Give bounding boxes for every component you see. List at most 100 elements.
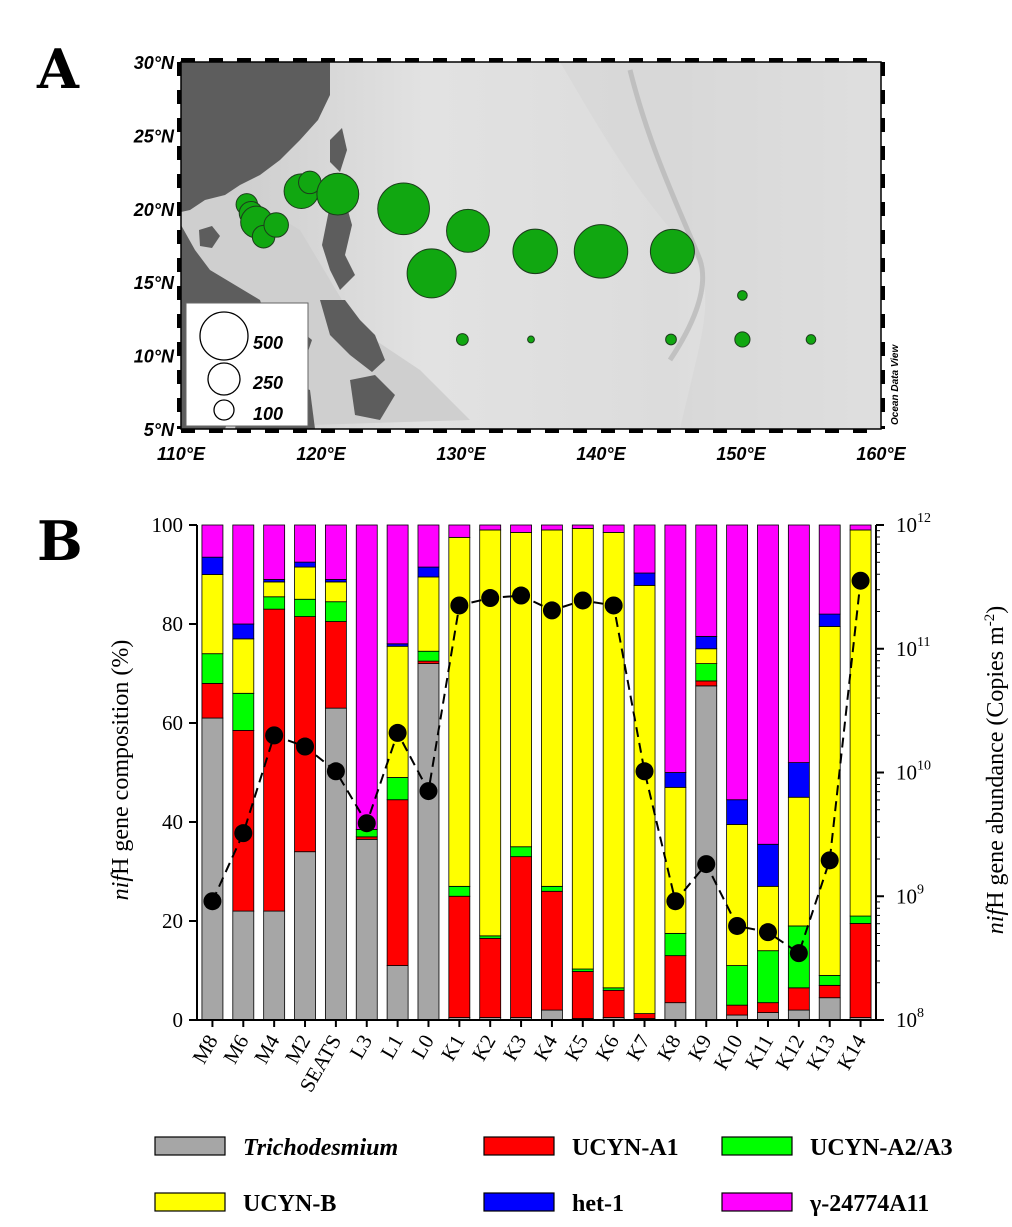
map-land-taiwan xyxy=(330,128,347,172)
legend-label-ucyn-b: UCYN-B xyxy=(243,1191,336,1217)
y-axis-title: nifH gene composition (%) xyxy=(108,640,134,901)
abundance-point-k2 xyxy=(481,589,500,608)
legend-label-24774a11: γ-24774A11 xyxy=(809,1191,929,1217)
bar-m8-ucyn-a2-a3 xyxy=(201,653,224,684)
y2-tick-label-12: 1012 xyxy=(896,511,931,537)
bar-k6-ucyn-a1 xyxy=(602,989,625,1018)
bar-l1-ucyn-a2-a3 xyxy=(386,777,409,801)
abundance-point-k10 xyxy=(728,916,747,935)
abundance-point-k9 xyxy=(697,855,716,874)
y2-axis-title-sup: -2 xyxy=(982,614,998,627)
bar-k12-het-1 xyxy=(787,762,810,798)
map-lon-label-130-e: 130°E xyxy=(436,444,486,464)
bar-stack-k12 xyxy=(787,524,810,1021)
bar-stack-l3 xyxy=(355,524,378,1021)
bar-stack-m2 xyxy=(294,524,316,1021)
abundance-point-seats xyxy=(326,762,345,781)
bar-k2-ucyn-a1 xyxy=(479,937,502,1018)
bar-k14-ucyn-a2-a3 xyxy=(849,915,872,924)
y2-axis-title-mid: H gene abundance (Copies m xyxy=(983,626,1009,909)
bar-k10-ucyn-a1 xyxy=(726,1004,749,1016)
bar-stack-k8 xyxy=(664,524,687,1021)
bar-k3-ucyn-a1 xyxy=(510,856,532,1018)
abundance-point-m8 xyxy=(203,892,222,911)
bar-l1-ucyn-a1 xyxy=(386,799,409,966)
bar-k7-ucyn-a1 xyxy=(633,1013,656,1019)
x-tick-label-m6: M6 xyxy=(218,1031,253,1068)
map-lat-label-25-n: 25°N xyxy=(133,126,175,146)
bar-k10-24774a11 xyxy=(726,524,749,801)
abundance-point-l3 xyxy=(357,814,376,833)
bar-k9-trichodesmium xyxy=(695,685,718,1021)
y-tick-label-80: 80 xyxy=(162,612,183,636)
abundance-point-k5 xyxy=(573,591,592,610)
legend-swatch-ucyn-a2-a3 xyxy=(721,1136,793,1156)
bar-seats-ucyn-a1 xyxy=(324,621,347,709)
bar-stack-k7 xyxy=(633,524,656,1021)
bar-k12-ucyn-a1 xyxy=(787,987,810,1011)
station-bubble-8 xyxy=(316,172,360,216)
bar-k5-ucyn-a1 xyxy=(571,971,594,1019)
bar-k12-ucyn-b xyxy=(787,796,810,927)
bar-m2-24774a11 xyxy=(294,524,316,563)
legend-swatch-24774a11 xyxy=(721,1192,793,1212)
y2-tick-label-11: 1011 xyxy=(896,635,930,661)
bar-l1-trichodesmium xyxy=(386,965,409,1021)
bar-m2-ucyn-a2-a3 xyxy=(294,598,316,617)
bar-stack-k10 xyxy=(726,524,749,1021)
x-tick-label-l1: L1 xyxy=(375,1031,407,1063)
map-lon-label-110-e: 110°E xyxy=(157,444,206,464)
map-basin xyxy=(560,62,881,429)
bar-l0-24774a11 xyxy=(417,524,440,568)
map-frame xyxy=(177,58,885,433)
station-bubble-9 xyxy=(377,182,430,236)
station-bubble-17 xyxy=(665,333,677,346)
bar-seats-24774a11 xyxy=(324,524,347,580)
bar-k4-ucyn-a1 xyxy=(541,890,563,1011)
bar-k13-het-1 xyxy=(818,613,841,627)
map-panel: 500 250 100 Ocean Data View 110°E 120°E 13… xyxy=(133,53,907,464)
bar-m2-het-1 xyxy=(294,561,316,568)
x-tick-label-k4: K4 xyxy=(529,1030,563,1065)
map-lon-label-150-e: 150°E xyxy=(716,444,766,464)
x-tick-label-m4: M4 xyxy=(249,1030,285,1068)
map-land-china xyxy=(181,62,330,212)
bar-seats-ucyn-b xyxy=(324,581,347,603)
bar-m6-trichodesmium xyxy=(232,910,255,1021)
bar-l0-trichodesmium xyxy=(417,663,440,1021)
legend-label-ucyn-a2-a3: UCYN-A2/A3 xyxy=(810,1135,953,1161)
bar-k13-ucyn-b xyxy=(818,626,841,976)
map-trench xyxy=(627,69,706,362)
y2-axis-title: nifH gene abundance (Copies m-2) xyxy=(982,606,1009,934)
station-bubble-11 xyxy=(446,208,490,253)
bar-k12-24774a11 xyxy=(787,524,810,764)
bar-stack-k5 xyxy=(571,524,594,1021)
bar-m4-24774a11 xyxy=(263,524,286,580)
bar-k6-24774a11 xyxy=(602,524,625,533)
bar-m8-24774a11 xyxy=(201,524,224,558)
abundance-point-k3 xyxy=(512,586,531,605)
bar-k3-ucyn-b xyxy=(510,532,532,848)
bar-k1-ucyn-b xyxy=(448,536,471,887)
abundance-point-k7 xyxy=(635,762,654,781)
bar-m6-het-1 xyxy=(232,623,255,640)
x-tick-label-k5: K5 xyxy=(560,1031,594,1065)
map-land-hainan xyxy=(199,226,220,248)
station-bubble-14 xyxy=(649,228,695,274)
map-axes: 110°E 120°E 130°E 140°E 150°E 160°E 30°N 25°N 20… xyxy=(133,53,907,464)
size-legend-label-500: 500 xyxy=(253,333,283,353)
size-legend-circle-100 xyxy=(213,399,235,421)
abundance-point-k8 xyxy=(666,892,685,911)
bar-k11-24774a11 xyxy=(757,524,779,845)
bar-seats-trichodesmium xyxy=(324,707,347,1021)
bar-k10-ucyn-a2-a3 xyxy=(726,965,749,1006)
map-lat-label-30-n: 30°N xyxy=(134,53,175,73)
y-tick-label-60: 60 xyxy=(162,711,183,735)
bar-k4-trichodesmium xyxy=(541,1009,563,1021)
bar-k1-ucyn-a2-a3 xyxy=(448,885,471,897)
map-lat-label-5-n: 5°N xyxy=(144,420,175,440)
bar-k11-trichodesmium xyxy=(757,1012,779,1021)
map-lon-label-120-e: 120°E xyxy=(296,444,346,464)
legend-swatch-trichodesmium xyxy=(154,1136,226,1156)
x-tick-label-k1: K1 xyxy=(436,1031,470,1065)
